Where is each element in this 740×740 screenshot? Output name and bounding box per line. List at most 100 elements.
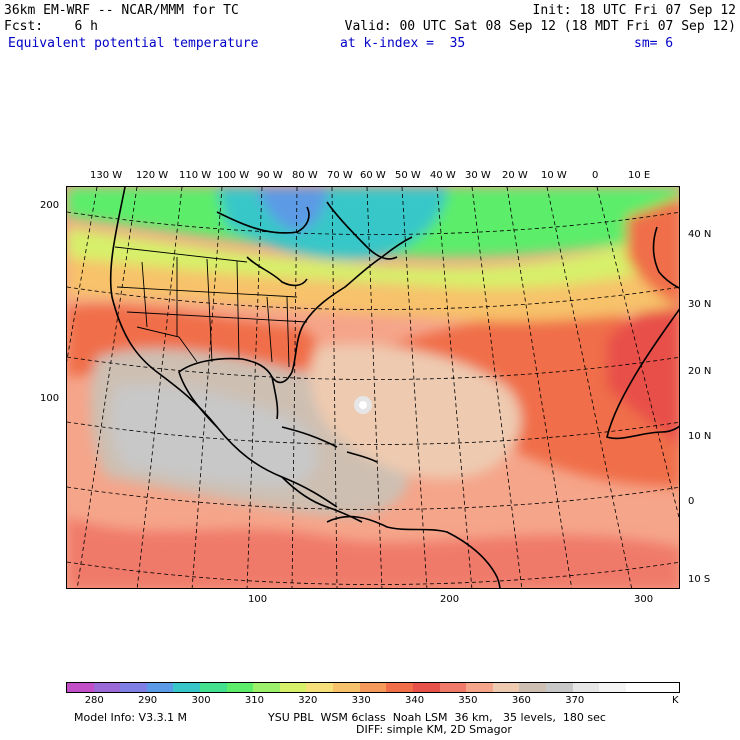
grid-lat-10s [67,561,679,585]
colorbar-segment-14 [439,683,467,692]
coast-iberia [652,226,679,289]
colorbar-segment-4 [173,683,201,692]
colorbar-label-8: 360 [511,695,531,706]
coast-hispaniola [346,451,378,463]
lon-label-10e: 10 E [628,170,651,181]
colorbar-segment-17 [519,683,546,692]
lat-label-40n: 40 N [688,229,712,240]
colorbar-segment-9 [306,683,334,692]
colorbar-segment-13 [412,683,440,692]
field-red-africa [607,288,679,446]
colorbar-segment-12 [386,683,413,692]
colorbar-segment-0 [67,683,94,692]
coast-labrador [326,201,398,260]
colorbar-segment-1 [93,683,121,692]
left-tick-200: 200 [40,200,60,211]
lon-label-10w: 10 W [541,170,567,181]
bottom-tick-200: 200 [440,594,460,605]
field-red-atlantic [357,305,679,487]
colorbar-label-2: 300 [191,695,211,706]
coastlines [109,187,679,588]
coast-africa [606,308,679,440]
border-states-3 [206,258,213,363]
coast-great-lakes [246,256,308,287]
border-states-4 [236,260,240,360]
lat-label-0: 0 [688,496,695,507]
colorbar-label-9: 370 [565,695,585,706]
colorbar-label-6: 340 [405,695,425,706]
lat-label-20n: 20 N [688,366,712,377]
border-states-7 [266,296,273,363]
colorbar-segment-6 [226,683,254,692]
colorbar [66,682,680,693]
bottom-tick-100: 100 [248,594,268,605]
field-blue-hudson [257,187,327,232]
colorbar-label-3: 310 [244,695,264,706]
theta-e-map [66,186,680,589]
colorbar-segment-5 [200,683,227,692]
lat-label-10n: 10 N [688,431,712,442]
grid-lon-120w [76,187,138,588]
level-index: at k-index = 35 [340,36,466,51]
field-orange-band [67,247,679,322]
grid-lat-0 [67,486,679,510]
left-tick-100: 100 [40,393,60,404]
grid-lon-10w [546,187,632,588]
lon-label-50w: 50 W [395,170,421,181]
coast-gulf-east [178,236,413,428]
lon-label-100w: 100 W [217,170,250,181]
colorbar-label-4: 320 [298,695,318,706]
colorbar-segment-19 [572,683,600,692]
colorbar-segment-18 [545,683,573,692]
lon-label-80w: 80 W [292,170,318,181]
colorbar-label-5: 330 [351,695,371,706]
lon-label-0: 0 [592,170,599,181]
colorbar-segment-3 [146,683,174,692]
grid-lon-50w [401,187,428,588]
lon-label-30w: 30 W [465,170,491,181]
colorbar-segment-20 [599,683,626,692]
model-title: 36km EM-WRF -- NCAR/MMM for TC [4,3,239,18]
bottom-tick-300: 300 [634,594,654,605]
colorbar-segment-15 [466,683,493,692]
grid-lat-30n [67,286,679,310]
forecast-hour: Fcst: 6 h [4,19,98,34]
field-red-south [67,517,679,588]
field-yellow-band [67,227,679,289]
lat-label-10s: 10 S [688,574,711,585]
field-gray-core [110,384,317,487]
lon-label-110w: 110 W [179,170,212,181]
lon-label-90w: 90 W [257,170,283,181]
colorbar-segment-2 [120,683,147,692]
physics-info: YSU PBL WSM 6class Noah LSM 36 km, 35 le… [268,711,606,724]
border-states-5 [116,286,298,298]
border-us-canada [114,246,248,263]
colorbar-segment-11 [359,683,387,692]
map-canvas [67,187,679,588]
coast-cuba [281,426,338,448]
coast-central-america [281,476,363,523]
storm-center-icon [354,396,372,414]
grid-lon-20w [506,187,573,588]
lon-label-130w: 130 W [90,170,123,181]
grid-lon-90w [246,187,263,588]
colorbar-segment-10 [333,683,360,692]
political-borders [114,246,308,368]
model-info: Model Info: V3.3.1 M [74,711,188,724]
grid-lat-40n [67,211,679,235]
colorbar-segment-7 [253,683,280,692]
lat-label-30n: 30 N [688,299,712,310]
colorbar-label-7: 350 [458,695,478,706]
border-states-6 [126,311,308,323]
coast-south-america [326,515,501,588]
grid-lon-30w [471,187,523,588]
colorbar-label-0: 280 [84,695,104,706]
dynamics-info: DIFF: simple KM, 2D Smagor [356,723,512,736]
colorbar-segment-8 [279,683,307,692]
valid-time: Valid: 00 UTC Sat 08 Sep 12 (18 MDT Fri … [344,19,736,34]
border-states-1 [141,261,148,328]
colorbar-label-1: 290 [138,695,158,706]
grid-lat-10n [67,421,679,445]
lon-label-120w: 120 W [136,170,169,181]
border-states-8 [286,296,290,368]
